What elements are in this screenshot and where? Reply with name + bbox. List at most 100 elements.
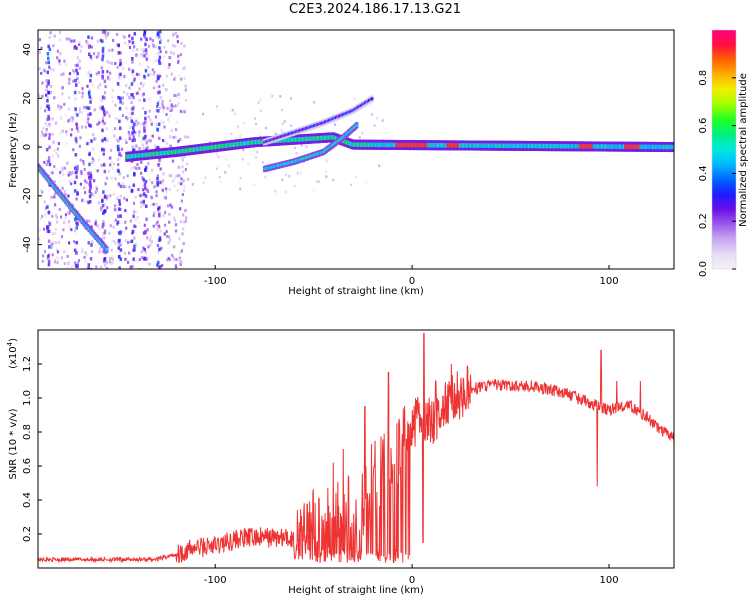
spectrogram-noise-cell: [146, 145, 149, 149]
spectrogram-noise-cell: [126, 117, 129, 121]
spectrogram-striation-cell: [102, 109, 106, 114]
spectrogram-x-tick-label: 0: [409, 276, 415, 287]
spectrogram-striation-cell: [73, 189, 77, 193]
spectrogram-noise-cell: [43, 200, 46, 204]
spectrogram-striation-cell: [119, 214, 122, 218]
spectrogram-y-tick-label: -20: [22, 188, 33, 204]
spectrogram-noise-cell: [111, 255, 114, 259]
spectrogram-striation-cell: [117, 246, 121, 250]
spectrogram-noise-cell: [156, 105, 159, 109]
spectrogram-noise-cell: [87, 71, 90, 75]
spectrogram-striation-cell: [144, 194, 148, 198]
spectrogram-noise-cell: [122, 90, 126, 94]
spectrogram-noise-cell: [41, 81, 44, 85]
colorbar-label: Normalized spectral amplitude: [738, 73, 749, 227]
spectrogram-noise-cell: [59, 38, 62, 42]
spectrogram-noise-cell: [64, 113, 67, 117]
spectrogram-noise-cell: [79, 136, 82, 140]
spectrogram-noise-cell: [121, 114, 125, 118]
snr-y-tick-label: 0.6: [22, 458, 33, 474]
spectrogram-noise-cell: [51, 154, 55, 158]
spectrogram-noise-cell: [128, 133, 131, 137]
spectrogram-noise-cell: [170, 72, 173, 76]
spectrogram-noise-cell: [133, 236, 136, 240]
spectrogram-noise-cell: [80, 45, 83, 49]
spectrogram-striation-cell: [46, 52, 50, 56]
spectrogram-noise-cell: [49, 31, 52, 35]
spectrogram-heatmap: [38, 30, 674, 269]
spectrogram-noise-cell: [123, 196, 126, 200]
spectrogram-noise-cell: [169, 238, 172, 242]
spectrogram-noise-cell: [152, 224, 155, 228]
spectrogram-noise-cell: [57, 104, 60, 108]
spectrogram-noise-cell: [162, 172, 165, 176]
spectrogram-striation-cell: [88, 123, 91, 127]
spectrogram-striation-cell: [132, 257, 135, 261]
spectrogram-noise-cell: [97, 87, 100, 91]
spectrogram-noise-cell: [86, 42, 89, 46]
spectrogram-noise-cell: [184, 135, 187, 139]
spectrogram-noise-cell: [354, 176, 357, 179]
spectrogram-striation-cell: [142, 136, 145, 141]
spectrogram-noise-cell: [106, 111, 109, 115]
spectrogram-striation-cell: [133, 138, 136, 142]
spectrogram-noise-cell: [184, 208, 187, 212]
spectrogram-noise-cell: [43, 160, 46, 164]
spectrogram-noise-cell: [191, 183, 194, 186]
spectrogram-noise-cell: [187, 135, 190, 139]
spectrogram-striation-cell: [87, 106, 91, 110]
spectrogram-noise-cell: [113, 162, 116, 166]
spectrogram-noise-cell: [68, 225, 71, 229]
spectrogram-noise-cell: [84, 179, 87, 183]
spectrogram-noise-cell: [59, 107, 62, 111]
spectrogram-noise-cell: [147, 73, 150, 77]
spectrogram-noise-cell: [133, 165, 136, 169]
spectrogram-noise-cell: [79, 158, 82, 162]
spectrogram-striation-cell: [131, 56, 134, 61]
spectrogram-noise-cell: [129, 112, 133, 116]
spectrogram-noise-cell: [90, 96, 93, 100]
spectrogram-noise-cell: [109, 163, 112, 167]
spectrogram-noise-cell: [171, 44, 175, 48]
spectrogram-noise-cell: [52, 44, 55, 48]
colorbar: 0.0 0.2 0.4 0.6 0.8 Normalized spectral ampl…: [698, 29, 749, 277]
spectrogram-noise-cell: [40, 135, 43, 139]
spectrogram-noise-cell: [60, 105, 63, 109]
spectrogram-noise-cell: [172, 255, 175, 259]
spectrogram-noise-cell: [90, 57, 93, 61]
spectrogram-noise-cell: [98, 250, 101, 254]
spectrogram-noise-cell: [99, 193, 102, 197]
spectrogram-noise-cell: [92, 147, 95, 151]
spectrogram-striation-cell: [159, 30, 162, 34]
spectrogram-noise-cell: [56, 250, 60, 254]
spectrogram-noise-cell: [120, 101, 124, 105]
spectrogram-striation-cell: [89, 184, 92, 188]
spectrogram-striation-cell: [90, 243, 93, 247]
spectrogram-noise-cell: [106, 195, 109, 199]
spectrogram-noise-cell: [84, 260, 87, 264]
spectrogram-noise-cell: [64, 213, 68, 217]
spectrogram-noise-cell: [168, 135, 172, 139]
spectrogram-noise-cell: [103, 229, 107, 233]
spectrogram-noise-cell: [45, 85, 48, 89]
spectrogram-noise-cell: [154, 184, 157, 188]
spectrogram-noise-cell: [147, 245, 150, 249]
spectrogram-noise-cell: [131, 265, 135, 269]
spectrogram-striation-cell: [74, 136, 78, 141]
spectrogram-striation-cell: [143, 31, 147, 35]
spectrogram-noise-cell: [43, 69, 46, 73]
spectrogram-noise-cell: [161, 99, 164, 103]
spectrogram-noise-cell: [224, 171, 227, 174]
spectrogram-noise-cell: [174, 31, 178, 35]
spectrogram-noise-cell: [65, 142, 68, 146]
spectrogram-noise-cell: [92, 52, 96, 56]
spectrogram-noise-cell: [55, 216, 58, 220]
spectrogram-noise-cell: [142, 50, 145, 54]
spectrogram-striation-cell: [157, 34, 161, 39]
spectrogram-noise-cell: [81, 199, 84, 203]
spectrogram-noise-cell: [161, 102, 164, 106]
spectrogram-noise-cell: [105, 196, 108, 200]
spectrogram-noise-cell: [217, 155, 220, 158]
spectrogram-noise-cell: [180, 199, 184, 203]
spectrogram-striation-cell: [46, 225, 50, 229]
